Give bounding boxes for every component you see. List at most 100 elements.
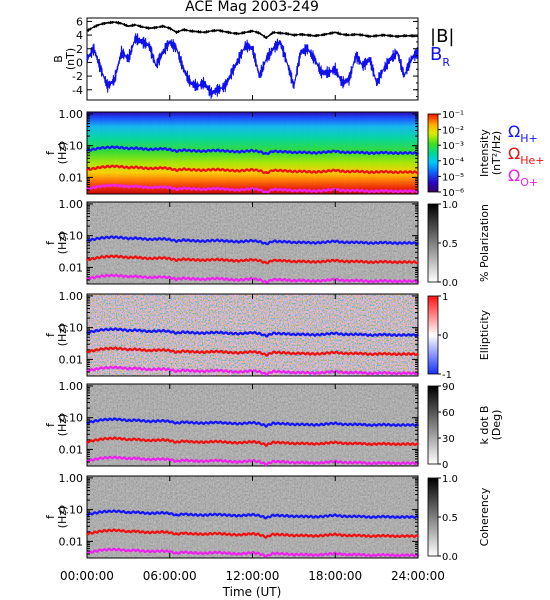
gyrofrequency-point	[355, 442, 357, 445]
colorbar-tick-label: -1	[442, 370, 452, 381]
gyrofrequency-point	[244, 460, 247, 463]
gyrofrequency-point	[244, 422, 247, 425]
time-axis: 00:00:00 06:00:00 12:00:00 18:00:00 24:00:00	[60, 569, 445, 583]
gyrofrequency-point	[182, 532, 185, 534]
gyrofrequency-point	[293, 442, 295, 445]
gyrofrequency-point	[279, 150, 281, 153]
gyrofrequency-point	[410, 424, 412, 426]
gyrofrequency-point	[155, 186, 157, 189]
gyrofrequency-point	[120, 549, 123, 551]
gyrofrequency-point	[99, 329, 102, 331]
gyrofrequency-point	[217, 532, 219, 535]
gyrofrequency-point	[396, 190, 399, 193]
gyrofrequency-point	[410, 443, 412, 445]
data-point	[169, 41, 171, 43]
gyrofrequency-point	[127, 511, 130, 514]
gyrofrequency-point	[361, 442, 364, 445]
gyrofrequency-point	[168, 148, 171, 151]
gyrofrequency-point	[237, 442, 240, 444]
gyrofrequency-point	[368, 242, 371, 245]
colorbar-label: k dot B (Deg)	[478, 406, 503, 445]
gyrofrequency-point	[279, 533, 281, 536]
gyrofrequency-point	[120, 185, 123, 187]
gyrofrequency-point	[210, 532, 213, 535]
gyrofrequency-point	[99, 147, 102, 149]
gyrofrequency-point	[134, 185, 137, 188]
gyrofrequency-point	[120, 328, 123, 331]
gyrofrequency-point	[93, 512, 95, 515]
gyrofrequency-point	[341, 279, 343, 282]
colorbar-label-line2: (Deg)	[490, 410, 503, 441]
gyrofrequency-point	[396, 152, 399, 155]
gyrofrequency-point	[348, 553, 350, 556]
gyrofrequency-point	[217, 459, 219, 462]
gyrofrequency-point	[389, 190, 392, 193]
gyrofrequency-point	[341, 442, 343, 445]
gyrofrequency-point	[286, 279, 288, 281]
gyrofrequency-point	[224, 441, 226, 443]
gyrofrequency-point	[196, 533, 199, 535]
gyrofrequency-point	[217, 149, 219, 152]
gyrofrequency-point	[141, 531, 144, 533]
gyrofrequency-point	[361, 241, 364, 244]
gyrofrequency-point	[230, 332, 233, 335]
gyrofrequency-point	[237, 240, 240, 243]
data-point	[196, 85, 198, 87]
gyrofrequency-point	[113, 456, 116, 459]
gyrofrequency-point	[361, 189, 364, 192]
gyrofrequency-point	[258, 514, 261, 517]
data-point	[265, 37, 267, 39]
data-point	[307, 34, 309, 36]
data-point	[417, 51, 419, 53]
y-tick-label: 0.10	[59, 322, 84, 335]
data-point	[93, 26, 95, 28]
data-point	[245, 44, 247, 46]
gyrofrequency-point	[230, 150, 233, 153]
gyrofrequency-point	[120, 275, 123, 277]
gyrofrequency-point	[127, 147, 130, 150]
gyrofrequency-point	[286, 534, 288, 536]
gyrofrequency-point	[168, 550, 171, 553]
gyrofrequency-point	[189, 369, 192, 372]
gyrofrequency-point	[99, 185, 102, 188]
y-tick-label: -2	[72, 70, 83, 83]
gyrofrequency-point	[389, 443, 392, 445]
gyrofrequency-point	[361, 371, 364, 374]
gyrofrequency-point	[162, 147, 164, 150]
gyrofrequency-point	[86, 258, 88, 261]
gyrofrequency-point	[348, 333, 350, 336]
colorbar-tick-label: 0	[442, 331, 448, 342]
gyrofrequency-point	[382, 260, 385, 263]
data-point	[355, 55, 357, 57]
gyrofrequency-point	[382, 371, 385, 374]
gyrofrequency-point	[162, 458, 164, 460]
gyrofrequency-point	[293, 333, 295, 336]
data-point	[93, 48, 95, 50]
gyrofrequency-point	[113, 366, 116, 369]
gyrofrequency-point	[355, 534, 357, 537]
gyrofrequency-point	[299, 151, 302, 154]
gyrofrequency-point	[361, 170, 364, 173]
gyrofrequency-point	[155, 458, 157, 461]
gyrofrequency-point	[120, 457, 123, 459]
gyrofrequency-point	[134, 530, 137, 533]
gyrofrequency-point	[168, 276, 171, 279]
gyrofrequency-point	[182, 168, 185, 171]
y-tick-label: 2	[76, 43, 83, 56]
gyrofrequency-point	[99, 419, 102, 421]
data-point	[334, 31, 336, 33]
gyrofrequency-point	[127, 457, 130, 460]
gyrofrequency-point	[355, 352, 357, 355]
gyrofrequency-point	[403, 372, 406, 374]
gyrofrequency-point	[389, 280, 392, 282]
gyrofrequency-point	[375, 443, 378, 445]
gyrofrequency-point	[168, 420, 171, 423]
gyrofrequency-point	[230, 259, 233, 262]
gyrofrequency-point	[299, 352, 302, 355]
gyrofrequency-point	[210, 258, 213, 261]
gyrofrequency-point	[272, 259, 275, 262]
gyrofrequency-point	[127, 275, 130, 278]
gyrofrequency-point	[265, 463, 268, 466]
gyrofrequency-point	[265, 425, 268, 427]
gyrofrequency-point	[279, 259, 281, 262]
